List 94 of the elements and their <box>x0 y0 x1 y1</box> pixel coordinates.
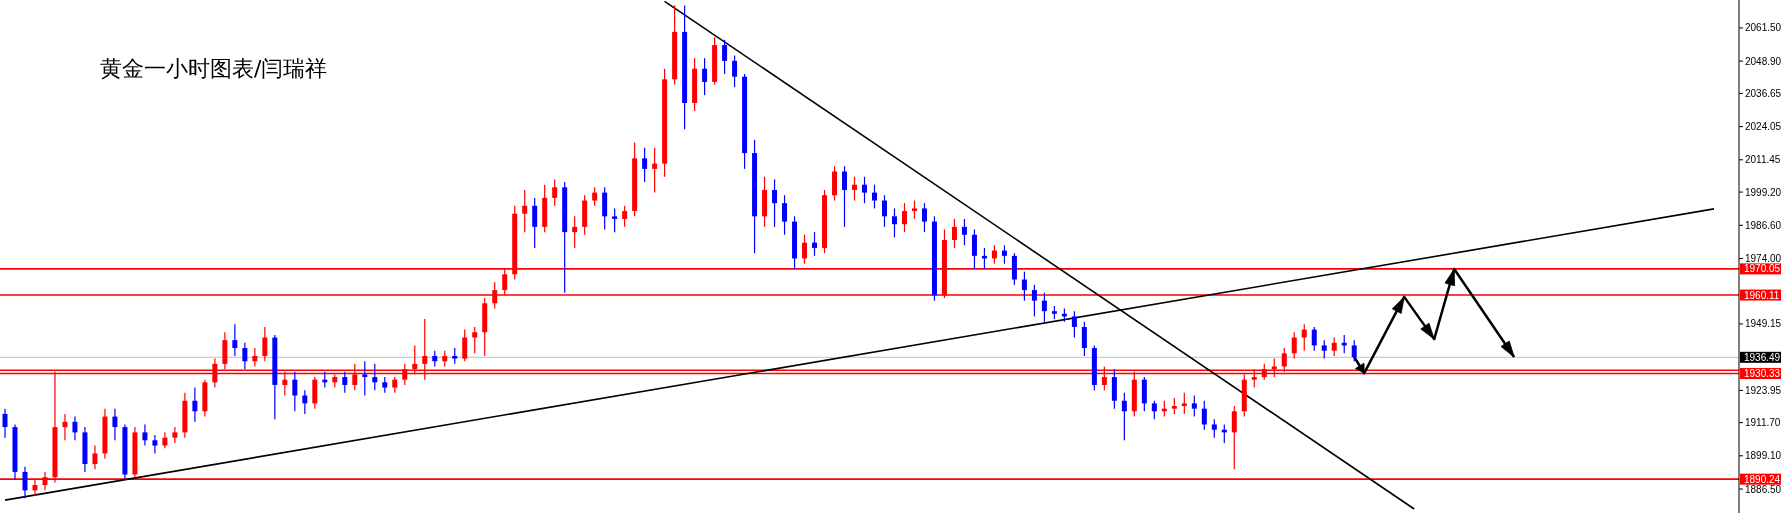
y-tick-label: 1886.50 <box>1745 483 1782 495</box>
candlestick <box>1311 326 1317 352</box>
candlestick <box>172 426 178 444</box>
y-tick-label: 2036.65 <box>1745 87 1782 99</box>
candlestick <box>1181 392 1187 415</box>
candlestick <box>732 54 738 88</box>
candlestick <box>372 363 378 391</box>
candlestick <box>852 176 858 202</box>
candlestick <box>1071 310 1077 339</box>
candlestick <box>142 423 148 447</box>
candlestick <box>152 434 158 455</box>
candlestick <box>1121 392 1127 441</box>
candlestick <box>1141 376 1147 412</box>
candlestick <box>1331 336 1337 357</box>
candlestick <box>242 342 248 370</box>
candlestick <box>971 228 977 270</box>
candlestick <box>472 326 478 354</box>
candlestick <box>652 147 658 194</box>
price-label: 1960.11 <box>1740 289 1781 301</box>
candlestick <box>881 194 887 228</box>
candlestick <box>921 202 927 233</box>
y-tick-label: 2011.45 <box>1745 154 1781 166</box>
candlestick <box>612 207 618 233</box>
candlestick <box>832 165 838 202</box>
candlestick <box>1321 339 1327 360</box>
candlestick <box>362 360 368 397</box>
y-tick-label: 2048.90 <box>1745 55 1782 67</box>
candlestick <box>462 329 468 362</box>
candlestick <box>312 376 318 410</box>
y-tick-label: 2024.05 <box>1745 121 1782 133</box>
candlestick <box>2 408 8 439</box>
price-label: 1890.24 <box>1740 473 1781 485</box>
candlestick <box>622 205 628 228</box>
y-tick-label: 1999.20 <box>1745 186 1782 198</box>
candlestick <box>1211 418 1217 439</box>
candlestick <box>532 197 538 249</box>
candlestick <box>1191 394 1197 418</box>
candlestick <box>872 184 877 210</box>
text: 黄金一小时图表/闫瑞祥 <box>100 55 328 81</box>
candlestick <box>782 194 788 236</box>
candlestick <box>1291 331 1297 360</box>
y-tick-label: 1911.70 <box>1745 417 1781 429</box>
candlestick <box>552 178 558 207</box>
candlestick <box>292 371 298 412</box>
candlestick <box>951 218 957 249</box>
candlestick <box>1231 405 1237 470</box>
price-label: 1936.49 <box>1740 351 1781 363</box>
candlestick <box>991 244 997 265</box>
candlestick <box>572 215 578 249</box>
candlestick <box>862 176 867 204</box>
candlestick <box>812 231 818 257</box>
candlestick <box>802 234 808 265</box>
candlestick <box>1001 244 1007 265</box>
y-tick-label: 1923.95 <box>1745 384 1782 396</box>
candlestick <box>92 444 98 470</box>
candlestick <box>1011 252 1017 286</box>
candlestick <box>252 347 258 368</box>
candlestick <box>192 386 198 423</box>
candlestick <box>1111 368 1117 410</box>
candlestick <box>1351 339 1357 362</box>
candlestick <box>722 39 728 75</box>
candlestick <box>702 57 708 96</box>
y-tick-label: 2061.50 <box>1745 22 1782 34</box>
candlestick <box>232 323 238 357</box>
candlestick <box>901 202 907 233</box>
candlestick <box>602 186 608 231</box>
candlestick <box>891 207 897 238</box>
candlestick <box>1031 284 1037 318</box>
candlestick <box>1021 271 1027 302</box>
candlestick <box>72 415 78 441</box>
y-tick-label: 1949.15 <box>1745 318 1782 330</box>
price-label: 1930.33 <box>1740 368 1781 380</box>
candlestick <box>772 178 778 228</box>
price-label: 1970.05 <box>1740 263 1781 275</box>
candlestick <box>1081 321 1087 357</box>
candlestick <box>842 165 848 228</box>
candlestick <box>1301 323 1307 352</box>
candlestick <box>62 413 68 441</box>
y-tick-label: 1974.00 <box>1745 252 1782 264</box>
candlestick <box>342 371 348 394</box>
candlestick <box>22 466 28 499</box>
candlestick <box>262 326 268 362</box>
candlestick <box>112 408 118 441</box>
candlestick <box>1201 400 1207 431</box>
candlestick <box>961 218 967 246</box>
candlestick <box>1151 400 1157 420</box>
y-tick-label: 1986.60 <box>1745 219 1782 231</box>
candlestick <box>1041 292 1047 323</box>
candlestick <box>302 389 308 415</box>
candlestick <box>592 186 598 207</box>
candlestick <box>522 189 528 233</box>
candlestick <box>911 199 917 220</box>
candlestick <box>642 147 648 183</box>
y-tick-label: 1899.10 <box>1745 450 1782 462</box>
